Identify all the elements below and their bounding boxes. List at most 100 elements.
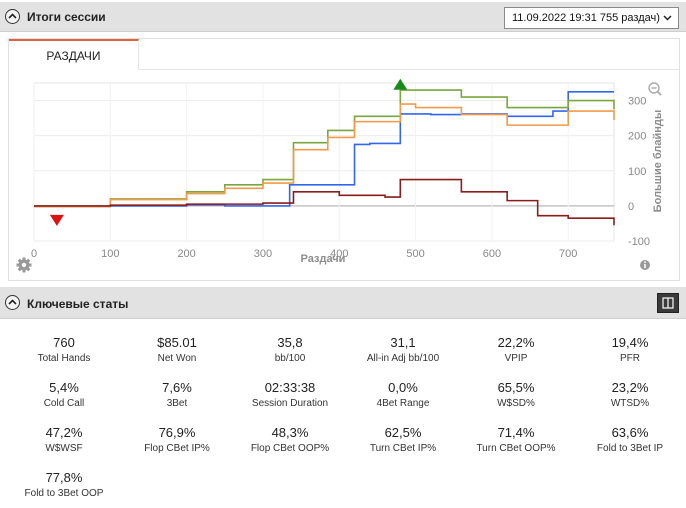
stat-label: Session Duration bbox=[251, 398, 329, 409]
stats-header: Ключевые статы bbox=[0, 287, 686, 319]
collapse-session-button[interactable] bbox=[5, 9, 20, 24]
stat-item: 63,6% Fold to 3Bet IP bbox=[570, 425, 686, 454]
stat-item: 65,5% W$SD% bbox=[456, 380, 576, 409]
stat-label: Turn CBet IP% bbox=[369, 443, 437, 454]
y-tick-label: 300 bbox=[628, 96, 646, 108]
stat-item: 760 Total Hands bbox=[4, 335, 124, 364]
zoom-out-icon[interactable] bbox=[648, 82, 662, 96]
stat-label: W$WSF bbox=[45, 443, 83, 454]
info-icon[interactable] bbox=[640, 260, 650, 270]
series-line-3 bbox=[34, 103, 615, 208]
stat-label: Flop CBet IP% bbox=[144, 443, 210, 454]
x-tick-label: 400 bbox=[330, 248, 348, 260]
high-marker bbox=[393, 78, 408, 90]
stat-item: 48,3% Flop CBet OOP% bbox=[230, 425, 350, 454]
columns-button[interactable] bbox=[657, 293, 679, 313]
stat-item: 22,2% VPIP bbox=[456, 335, 576, 364]
series-line-4 bbox=[34, 178, 615, 226]
stat-value: 62,5% bbox=[384, 425, 422, 440]
stat-value: 77,8% bbox=[45, 470, 83, 485]
stat-label: 4Bet Range bbox=[376, 398, 430, 409]
chart-panel: РАЗДАЧИ 300 200 100 0 -100 0 100 200 300 400 500 60… bbox=[8, 38, 680, 281]
stat-item: $85.01 Net Won bbox=[117, 335, 237, 364]
session-header: Итоги сессии 11.09.2022 19:31 755 раздач… bbox=[0, 2, 686, 32]
collapse-stats-button[interactable] bbox=[5, 295, 20, 310]
stat-value: 760 bbox=[53, 335, 75, 350]
stat-item: 62,5% Turn CBet IP% bbox=[343, 425, 463, 454]
y-axis-label: Большие блайнды bbox=[652, 110, 664, 213]
stat-label: Net Won bbox=[157, 353, 197, 364]
x-tick-label: 200 bbox=[177, 248, 195, 260]
stat-label: VPIP bbox=[504, 353, 528, 364]
series-line-2 bbox=[34, 89, 615, 208]
chart-axes: 300 200 100 0 -100 0 100 200 300 400 500 600 700 bbox=[31, 96, 650, 260]
stat-label: Turn CBet OOP% bbox=[476, 443, 556, 454]
gear-icon[interactable] bbox=[16, 257, 32, 273]
stat-item: 23,2% WTSD% bbox=[570, 380, 686, 409]
session-select-value: 11.09.2022 19:31 755 раздач) bbox=[512, 12, 660, 24]
chevron-down-icon bbox=[663, 15, 672, 21]
stat-item: 02:33:38 Session Duration bbox=[230, 380, 350, 409]
stat-value: 48,3% bbox=[271, 425, 309, 440]
stat-value: 35,8 bbox=[277, 335, 303, 350]
x-tick-label: 600 bbox=[483, 248, 501, 260]
stat-label: WTSD% bbox=[610, 398, 650, 409]
stat-value: 71,4% bbox=[497, 425, 535, 440]
stat-value: 76,9% bbox=[158, 425, 196, 440]
stat-value: 0,0% bbox=[388, 380, 418, 395]
chevron-up-icon bbox=[8, 13, 17, 19]
stat-item: 31,1 All-in Adj bb/100 bbox=[343, 335, 463, 364]
stat-item: 76,9% Flop CBet IP% bbox=[117, 425, 237, 454]
chart-series bbox=[34, 89, 615, 226]
stat-item: 35,8 bb/100 bbox=[230, 335, 350, 364]
x-tick-label: 700 bbox=[559, 248, 577, 260]
low-marker bbox=[49, 214, 64, 226]
stat-item: 71,4% Turn CBet OOP% bbox=[456, 425, 576, 454]
columns-icon bbox=[662, 297, 674, 309]
stat-item: 77,8% Fold to 3Bet OOP bbox=[4, 470, 124, 499]
stat-value: 63,6% bbox=[611, 425, 649, 440]
stat-label: Fold to 3Bet OOP bbox=[24, 488, 104, 499]
chart-markers bbox=[49, 78, 408, 226]
plot-area bbox=[33, 82, 615, 242]
x-tick-label: 300 bbox=[254, 248, 272, 260]
stat-value: 65,5% bbox=[497, 380, 535, 395]
session-title: Итоги сессии bbox=[27, 10, 106, 24]
y-tick-label: 0 bbox=[628, 201, 634, 213]
stat-label: PFR bbox=[620, 353, 640, 364]
stat-label: Flop CBet OOP% bbox=[250, 443, 330, 454]
y-tick-label: 200 bbox=[628, 131, 646, 143]
stat-label: bb/100 bbox=[274, 353, 306, 364]
x-tick-label: 500 bbox=[406, 248, 424, 260]
session-select[interactable]: 11.09.2022 19:31 755 раздач) bbox=[504, 7, 679, 29]
stat-value: 47,2% bbox=[45, 425, 83, 440]
tab-divider bbox=[139, 69, 679, 70]
y-tick-label: -100 bbox=[628, 236, 650, 248]
x-tick-label: 100 bbox=[101, 248, 119, 260]
stat-value: 23,2% bbox=[611, 380, 649, 395]
stat-label: Total Hands bbox=[37, 353, 91, 364]
session-chart: 300 200 100 0 -100 0 100 200 300 400 500 600 700 Раз… bbox=[16, 78, 664, 273]
chart-grid bbox=[33, 82, 615, 242]
stat-label: All-in Adj bb/100 bbox=[366, 353, 440, 364]
stat-label: W$SD% bbox=[497, 398, 535, 409]
stat-item: 7,6% 3Bet bbox=[117, 380, 237, 409]
stat-value: 7,6% bbox=[162, 380, 192, 395]
stat-label: Cold Call bbox=[43, 398, 85, 409]
stat-item: 0,0% 4Bet Range bbox=[343, 380, 463, 409]
chevron-up-icon bbox=[8, 299, 17, 305]
stat-item: 19,4% PFR bbox=[570, 335, 686, 364]
stat-item: 47,2% W$WSF bbox=[4, 425, 124, 454]
stat-value: 19,4% bbox=[611, 335, 649, 350]
stat-value: 22,2% bbox=[497, 335, 535, 350]
stat-item: 5,4% Cold Call bbox=[4, 380, 124, 409]
tab-hands[interactable]: РАЗДАЧИ bbox=[9, 39, 139, 70]
stat-value: 31,1 bbox=[390, 335, 416, 350]
x-tick-label: 0 bbox=[31, 248, 37, 260]
stat-label: 3Bet bbox=[166, 398, 188, 409]
stat-value: $85.01 bbox=[157, 335, 197, 350]
stats-title: Ключевые статы bbox=[27, 297, 129, 311]
x-axis-label: Раздачи bbox=[301, 253, 346, 265]
stat-value: 5,4% bbox=[49, 380, 79, 395]
y-tick-label: 100 bbox=[628, 166, 646, 178]
